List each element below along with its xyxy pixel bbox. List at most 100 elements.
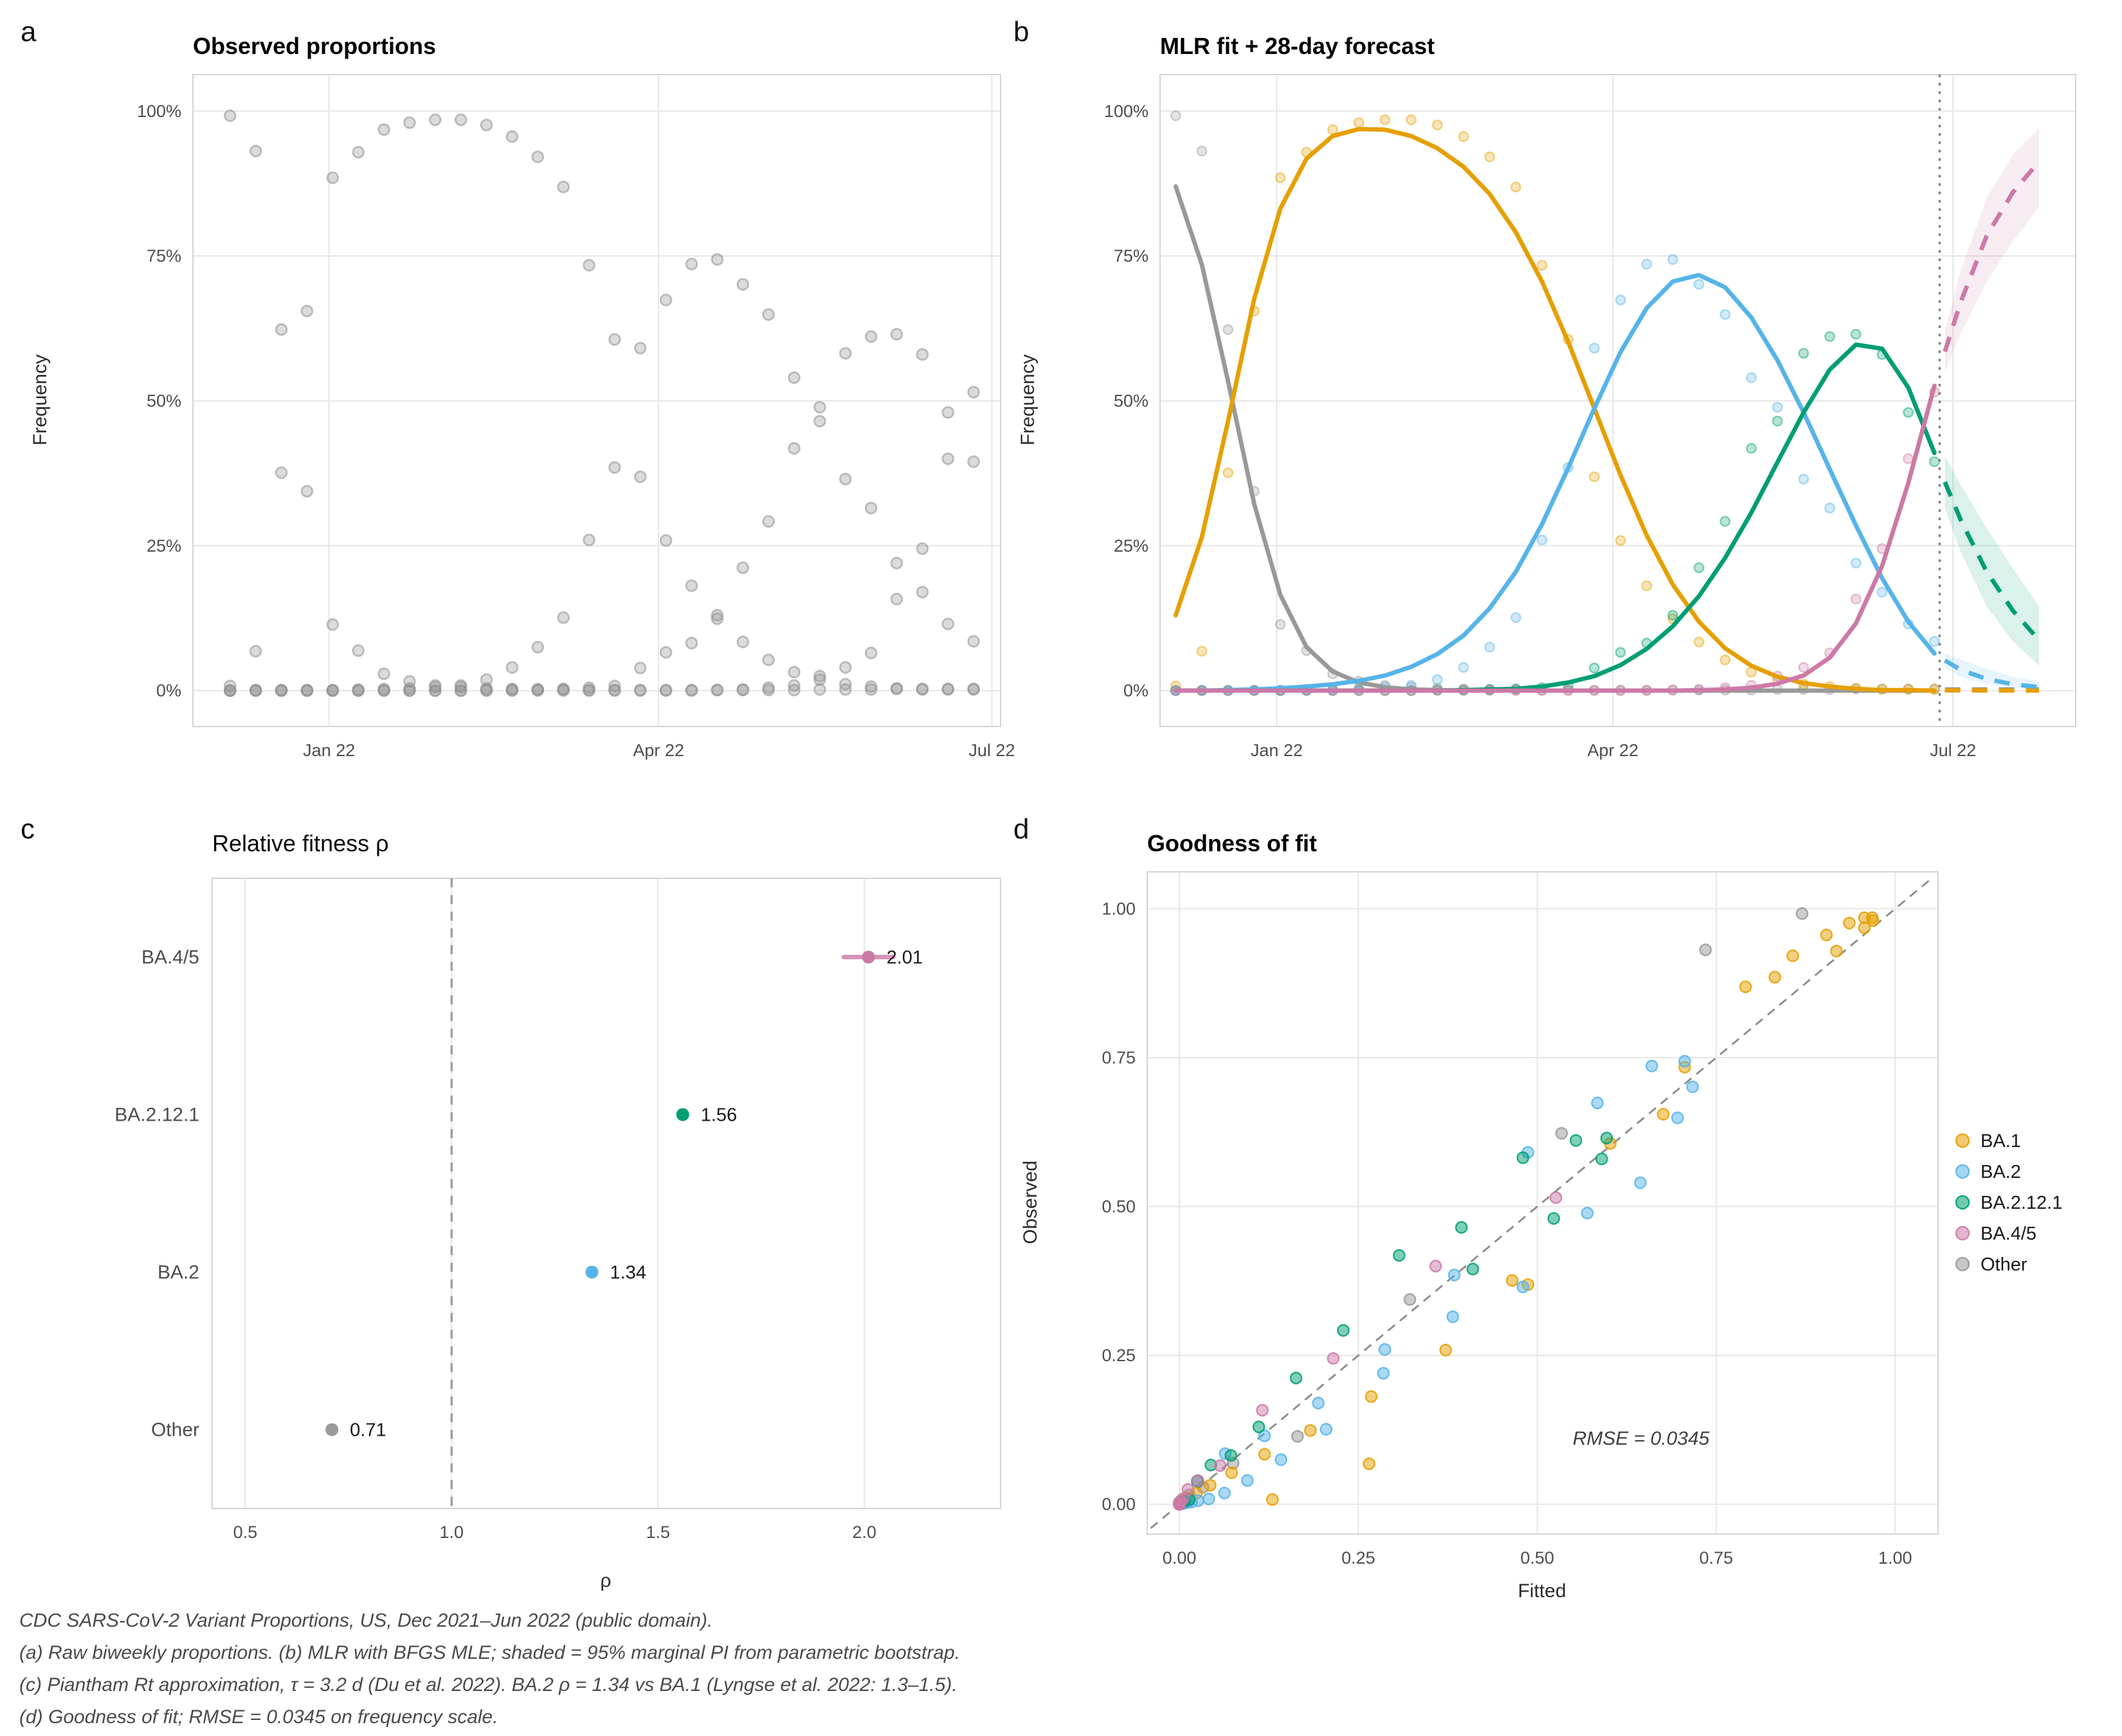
observed-point — [839, 678, 852, 691]
fit-vs-obs-point-BA.2.12.1 — [1252, 1420, 1265, 1434]
observed-point — [967, 635, 980, 648]
observed-point — [608, 684, 621, 697]
fit-vs-obs-point-Other — [1699, 943, 1712, 957]
observed-point — [505, 661, 519, 674]
observed-point-BA.2 — [1615, 294, 1626, 306]
observed-point — [454, 684, 467, 697]
fit-line-BA.1 — [1174, 127, 1937, 693]
fit-vs-obs-point-Other — [1795, 907, 1809, 920]
fit-vs-obs-point-BA.2 — [1447, 1269, 1461, 1281]
observed-point-BA.1 — [1274, 172, 1286, 183]
fit-vs-obs-point-BA.2 — [1678, 1054, 1691, 1068]
observed-point — [428, 684, 442, 697]
observed-point-BA.4/5 — [1903, 453, 1914, 464]
observed-point-BA.2.12.1 — [1903, 407, 1914, 418]
fit-vs-obs-point-BA.2 — [1319, 1423, 1333, 1436]
observed-point — [736, 561, 750, 574]
observed-point — [480, 118, 493, 132]
fitness-dot-BA.2.12.1 — [676, 1108, 689, 1121]
observed-point — [685, 637, 698, 650]
x-tick-label: 2.0 — [852, 1523, 876, 1542]
observed-point — [788, 665, 801, 679]
observed-point-BA.1 — [1327, 124, 1338, 136]
fitness-dot-Other — [325, 1423, 339, 1436]
x-tick-label: Jan 22 — [303, 741, 355, 760]
fit-vs-obs-point-BA.2 — [1218, 1487, 1231, 1499]
x-tick-label: 1.5 — [646, 1523, 670, 1542]
fit-vs-obs-point-BA.2 — [1516, 1280, 1530, 1294]
fit-vs-obs-point-BA.1 — [1858, 911, 1871, 925]
observed-point — [788, 679, 801, 692]
observed-point-BA.1 — [1406, 114, 1417, 125]
observed-point — [583, 533, 595, 547]
fit-line-Other — [1174, 184, 1937, 693]
fit-vs-obs-point-BA.1 — [1204, 1479, 1217, 1492]
observed-point-BA.4/5 — [1850, 593, 1862, 605]
fit-vs-obs-point-BA.1 — [1843, 916, 1856, 930]
x-tick-label: Apr 22 — [633, 741, 684, 760]
y-tick-label: 0.25 — [1102, 1346, 1136, 1365]
fit-vs-obs-point-BA.2.12.1 — [1337, 1324, 1350, 1337]
observed-point — [377, 667, 390, 680]
fit-vs-obs-point-BA.1 — [1505, 1274, 1519, 1287]
observed-point-BA.2 — [1928, 636, 1940, 647]
observed-point-BA.1 — [1641, 580, 1653, 592]
observed-point — [762, 308, 775, 321]
observed-point — [736, 635, 750, 649]
observed-point — [916, 542, 929, 556]
value-label-BA.4/5: 2.01 — [887, 948, 923, 968]
fit-vs-obs-point-BA.2.12.1 — [1289, 1371, 1303, 1385]
observed-point-BA.2.12.1 — [1667, 610, 1678, 621]
caption-line-3: (c) Piantham Rt approximation, τ = 3.2 d… — [19, 1674, 957, 1696]
observed-point — [711, 253, 724, 266]
fit-vs-obs-point-BA.2 — [1671, 1111, 1684, 1125]
panel-tag-c: c — [21, 813, 35, 845]
observed-point — [659, 646, 673, 659]
forecast-ribbon-BA.2.12.1 — [1945, 456, 2040, 666]
fit-vs-obs-point-Other — [1555, 1126, 1568, 1140]
observed-point-BA.2.12.1 — [1798, 348, 1809, 359]
observed-point — [864, 646, 878, 660]
observed-point — [583, 684, 595, 697]
observed-point — [941, 406, 955, 419]
observed-point — [326, 618, 340, 631]
fit-vs-obs-point-BA.4/5 — [1327, 1352, 1340, 1365]
observed-point — [224, 109, 237, 122]
observed-point — [762, 681, 775, 694]
observed-point-Other — [1274, 619, 1286, 630]
observed-point — [531, 684, 545, 697]
observed-point-BA.2 — [1510, 612, 1521, 623]
observed-point — [326, 171, 340, 185]
observed-point — [916, 348, 929, 361]
panel-d: Goodness of fit Observed Fitted 0.00 0.25… — [1006, 808, 2114, 1611]
observed-point — [352, 644, 365, 657]
forecast-line-BA.2.12.1 — [1943, 481, 2041, 642]
x-tick-label: Apr 22 — [1587, 741, 1638, 760]
fit-vs-obs-point-BA.1 — [1365, 1390, 1378, 1403]
panel-a-title: Observed proportions — [193, 33, 436, 59]
observed-point — [633, 341, 647, 355]
category-label-BA.4/5: BA.4/5 — [141, 947, 199, 968]
fit-vs-obs-point-BA.4/5 — [1429, 1260, 1442, 1272]
observed-point — [813, 401, 826, 414]
fit-vs-obs-point-BA.1 — [1786, 949, 1799, 963]
fit-vs-obs-point-BA.2 — [1686, 1080, 1699, 1094]
observed-point — [608, 333, 621, 346]
fit-vs-obs-point-BA.4/5 — [1192, 1474, 1204, 1487]
x-tick-label: 1.00 — [1878, 1548, 1912, 1568]
fit-vs-obs-point-Other — [1291, 1430, 1304, 1443]
x-tick-label: 0.75 — [1700, 1548, 1734, 1568]
observed-point — [352, 145, 365, 159]
fit-vs-obs-point-BA.2 — [1377, 1367, 1390, 1380]
observed-point — [941, 683, 955, 696]
observed-point-BA.1 — [1458, 131, 1469, 142]
panel-d-plot: 0.00 0.25 0.50 0.75 1.00 0.00 0.25 0.50 0.75 1.00… — [1102, 871, 2062, 1568]
observed-point-BA.2 — [1746, 372, 1757, 383]
observed-point — [557, 684, 570, 697]
observed-point — [788, 371, 801, 384]
observed-point — [736, 278, 750, 291]
observed-point — [326, 684, 340, 697]
observed-point — [736, 683, 750, 696]
observed-point — [249, 145, 262, 158]
